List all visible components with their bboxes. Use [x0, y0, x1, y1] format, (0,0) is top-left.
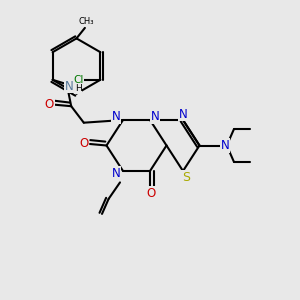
- Text: N: N: [220, 139, 230, 152]
- Text: O: O: [146, 187, 155, 200]
- Text: N: N: [65, 80, 74, 93]
- Text: N: N: [178, 107, 188, 121]
- Text: Cl: Cl: [73, 75, 83, 85]
- Text: N: N: [151, 110, 160, 124]
- Text: N: N: [112, 167, 121, 180]
- Text: CH₃: CH₃: [79, 17, 94, 26]
- Text: H: H: [75, 84, 82, 93]
- Text: O: O: [45, 98, 54, 111]
- Text: S: S: [182, 171, 190, 184]
- Text: O: O: [80, 136, 88, 150]
- Text: N: N: [112, 110, 121, 124]
